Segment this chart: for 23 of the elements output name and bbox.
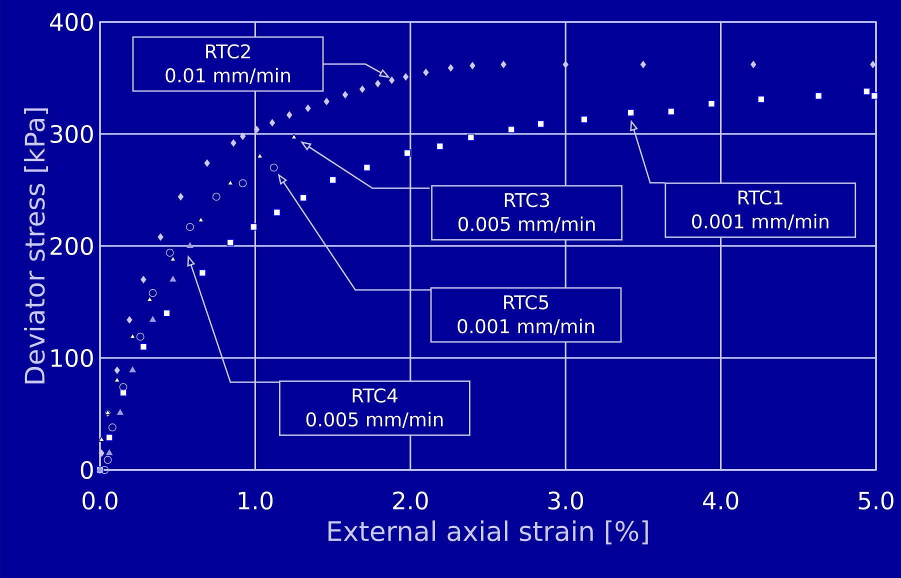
x-tick-label: 1.0	[238, 492, 273, 510]
x-tick-label: 3.0	[548, 492, 584, 510]
annotation: 0.01 mm/min	[166, 68, 290, 84]
annotation: RTC4	[352, 388, 398, 403]
annotation: RTC5	[504, 295, 548, 310]
y-tick-label: 200	[50, 236, 93, 256]
y-tick-label: 100	[51, 348, 93, 368]
annotation: 0.001 mm/min	[692, 214, 828, 230]
annotation: 0.005 mm/min	[458, 216, 595, 233]
y-tick-label: 0	[80, 460, 93, 480]
annotation: RTC1	[738, 190, 782, 205]
y-axis-title: Deviator stress [kPa]	[24, 108, 48, 384]
y-tick-label: 300	[50, 124, 93, 144]
annotation: RTC3	[504, 192, 550, 208]
y-tick-label: 400	[50, 12, 93, 32]
annotation: RTC2	[206, 44, 250, 59]
x-tick-label: 5.0	[858, 492, 894, 510]
x-axis-title: External axial strain [%]	[328, 520, 648, 544]
annotation: 0.001 mm/min	[458, 318, 594, 335]
x-tick-label: 4.0	[702, 492, 738, 510]
x-tick-label: 2.0	[393, 492, 428, 510]
annotation: 0.005 mm/min	[306, 412, 443, 428]
x-tick-label: 0.0	[82, 492, 118, 510]
